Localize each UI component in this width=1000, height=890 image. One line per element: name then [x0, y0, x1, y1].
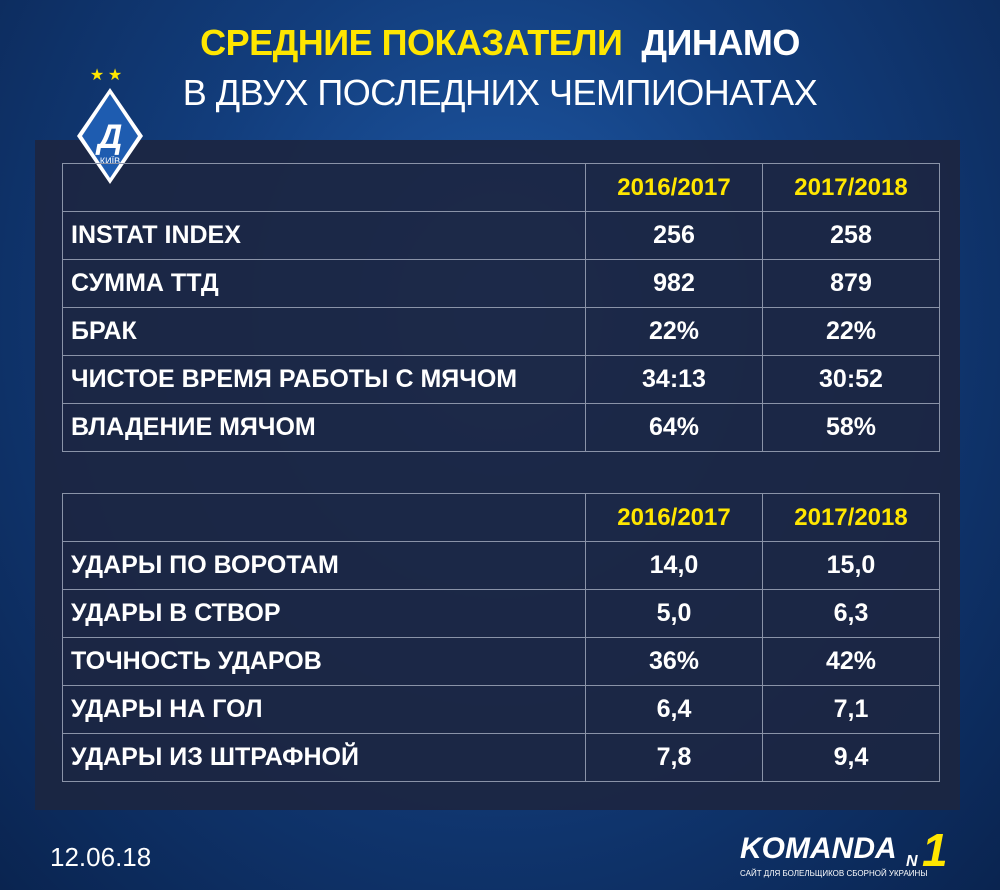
row-label: УДАРЫ ПО ВОРОТАМ — [62, 541, 586, 590]
row-label: ТОЧНОСТЬ УДАРОВ — [62, 637, 586, 686]
column-header: 2017/2018 — [762, 163, 940, 212]
header-row: 2016/2017 2017/2018 — [62, 493, 940, 542]
logo-letter: Д — [95, 118, 123, 156]
row-label: УДАРЫ НА ГОЛ — [62, 685, 586, 734]
value-cell: 6,4 — [585, 685, 763, 734]
row: ЧИСТОЕ ВРЕМЯ РАБОТЫ С МЯЧОМ 34:13 30:52 — [62, 355, 940, 404]
row: УДАРЫ В СТВОР 5,0 6,3 — [62, 589, 940, 638]
value-cell: 7,1 — [762, 685, 940, 734]
column-header: 2016/2017 — [585, 493, 763, 542]
value-cell: 36% — [585, 637, 763, 686]
row-label: БРАК — [62, 307, 586, 356]
stats-table: 2016/2017 2017/2018 УДАРЫ ПО ВОРОТАМ 14,0 15… — [62, 493, 940, 782]
row-label: INSTAT INDEX — [62, 211, 586, 260]
logo: ★ ★ Д КИЇВ — [77, 67, 143, 184]
row: БРАК 22% 22% — [62, 307, 940, 356]
row-label: УДАРЫ ИЗ ШТРАФНОЙ — [62, 733, 586, 782]
value-cell: 7,8 — [585, 733, 763, 782]
star: ★ — [90, 67, 104, 84]
title-team: ДИНАМО — [641, 22, 800, 63]
tagline: САЙТ ДЛЯ БОЛЕЛЬЩИКОВ СБОРНОЙ УКРАИНЫ — [740, 869, 927, 878]
row-label: СУММА ТТД — [62, 259, 586, 308]
value-cell: 14,0 — [585, 541, 763, 590]
value-cell: 9,4 — [762, 733, 940, 782]
value-cell: 6,3 — [762, 589, 940, 638]
empty-cell — [62, 493, 586, 542]
star: ★ — [108, 67, 122, 84]
value-cell: 30:52 — [762, 355, 940, 404]
row: ТОЧНОСТЬ УДАРОВ 36% 42% — [62, 637, 940, 686]
value-cell: 879 — [762, 259, 940, 308]
value-cell: 22% — [585, 307, 763, 356]
stats-table: 2016/2017 2017/2018 INSTAT INDEX 256 258 СУММ… — [62, 163, 940, 452]
title-highlight: СРЕДНИЕ ПОКАЗАТЕЛИ — [200, 22, 623, 63]
date: 12.06.18 — [50, 842, 152, 872]
value-cell: 15,0 — [762, 541, 940, 590]
value-cell: 34:13 — [585, 355, 763, 404]
row-label: УДАРЫ В СТВОР — [62, 589, 586, 638]
row: INSTAT INDEX 256 258 — [62, 211, 940, 260]
diamond-inner — [82, 94, 138, 178]
title: СРЕДНИЕ ПОКАЗАТЕЛИ ДИНАМО — [0, 22, 1000, 64]
column-header: 2016/2017 — [585, 163, 763, 212]
row: ВЛАДЕНИЕ МЯЧОМ 64% 58% — [62, 403, 940, 452]
value-cell: 256 — [585, 211, 763, 260]
row: УДАРЫ ИЗ ШТРАФНОЙ 7,8 9,4 — [62, 733, 940, 782]
value-cell: 64% — [585, 403, 763, 452]
brand-n: N — [906, 853, 918, 870]
subtitle: В ДВУХ ПОСЛЕДНИХ ЧЕМПИОНАТАХ — [182, 72, 818, 113]
brand-1: 1 — [922, 828, 948, 876]
row: УДАРЫ ПО ВОРОТАМ 14,0 15,0 — [62, 541, 940, 590]
brand-logo: KOMANDA N 1 САЙТ ДЛЯ БОЛЕЛЬЩИКОВ СБОРНОЙ… — [740, 828, 948, 878]
value-cell: 982 — [585, 259, 763, 308]
logo-city: КИЇВ — [100, 156, 120, 166]
row: УДАРЫ НА ГОЛ 6,4 7,1 — [62, 685, 940, 734]
value-cell: 42% — [762, 637, 940, 686]
value-cell: 22% — [762, 307, 940, 356]
value-cell: 58% — [762, 403, 940, 452]
value-cell: 258 — [762, 211, 940, 260]
row: СУММА ТТД 982 879 — [62, 259, 940, 308]
header-row: 2016/2017 2017/2018 — [62, 163, 940, 212]
row-label: ВЛАДЕНИЕ МЯЧОМ — [62, 403, 586, 452]
row-label: ЧИСТОЕ ВРЕМЯ РАБОТЫ С МЯЧОМ — [62, 355, 586, 404]
brand: KOMANDA — [740, 832, 897, 865]
column-header: 2017/2018 — [762, 493, 940, 542]
empty-cell — [62, 163, 586, 212]
value-cell: 5,0 — [585, 589, 763, 638]
